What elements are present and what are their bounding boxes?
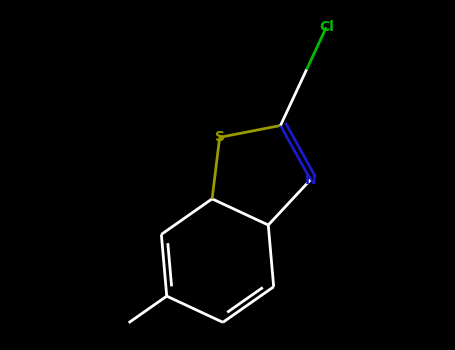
Text: N: N bbox=[305, 173, 316, 187]
Text: S: S bbox=[215, 130, 225, 144]
Text: Cl: Cl bbox=[319, 20, 334, 34]
